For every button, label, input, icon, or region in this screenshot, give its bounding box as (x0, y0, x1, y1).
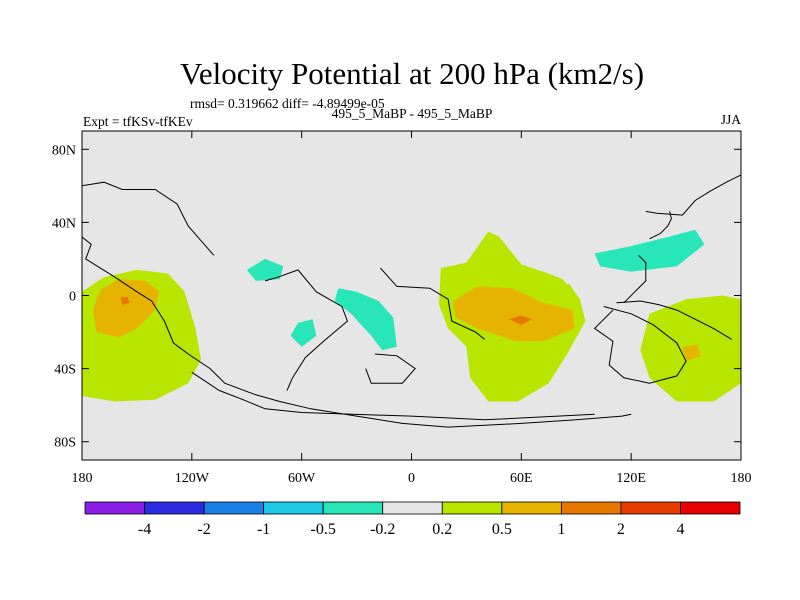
coast-asia-south (623, 254, 647, 304)
coast-antarctic-inner (191, 371, 595, 421)
contour-positive-west-pacific-core (93, 279, 159, 338)
colorbar-swatch (84, 501, 145, 515)
coast-north-america (81, 181, 215, 256)
case-label: 495_5_MaBP - 495_5_MaBP (332, 106, 493, 121)
coast-west-pacific (81, 236, 632, 428)
contour-negative-atlantic-core (334, 288, 397, 351)
coastlines (81, 174, 742, 428)
contour-positive-indian-ocean-core (453, 286, 575, 342)
coast-south-america (264, 269, 348, 391)
x-tick-label: 180 (731, 471, 752, 486)
colorbar-label: -2 (197, 521, 210, 538)
colorbar-label: 1 (557, 521, 565, 538)
colorbar-label: -0.5 (311, 521, 336, 538)
y-tick-label: 40N (52, 216, 76, 231)
contour-negative-asia-core (594, 229, 705, 272)
x-tick-label: 120W (175, 471, 210, 486)
axis-ticks: 180 120W 60W 0 60E 120E 180 80N 40N 0 40S 80S (52, 131, 752, 486)
coast-japan (649, 211, 672, 240)
y-tick-label: 0 (69, 290, 76, 305)
x-tick-label: 0 (408, 471, 415, 486)
contour-positive-south-pacific-core (682, 344, 701, 362)
coast-far-east (645, 174, 742, 216)
x-tick-label: 60W (288, 471, 316, 486)
colorbar-swatch (680, 501, 741, 515)
x-tick-label: 180 (72, 471, 93, 486)
x-tick-label: 60E (510, 471, 533, 486)
colorbar-label: 2 (617, 521, 625, 538)
y-tick-label: 80N (52, 143, 76, 158)
contour-fields (82, 189, 741, 402)
colorbar-swatch (203, 501, 265, 515)
colorbar-swatch (144, 501, 205, 515)
season-label: JJA (721, 112, 742, 127)
coast-antarctic-island (365, 353, 416, 384)
coast-asia-east (593, 306, 687, 384)
y-tick-label: 40S (54, 363, 76, 378)
coast-indonesia (616, 300, 733, 340)
x-tick-label: 120E (616, 471, 646, 486)
experiment-label: Expt = tfKSv-tfKEv (83, 114, 193, 129)
colorbar-swatch (382, 501, 443, 515)
colorbar-swatch (441, 501, 503, 515)
contour-neutral-gap-north-atlantic (307, 262, 352, 281)
coast-atlantic-islands (380, 267, 486, 340)
colorbar-swatch (560, 501, 622, 515)
y-tick-label: 80S (54, 436, 76, 451)
colorbar-label: 4 (676, 521, 684, 538)
contour-negative-americas-core-north (246, 258, 284, 281)
chart-title: Velocity Potential at 200 hPa (km2/s) (180, 56, 644, 91)
colorbar-label: -1 (257, 521, 270, 538)
colorbar-label: 0.2 (432, 521, 452, 538)
contour-positive-indian-ocean-max (508, 315, 533, 325)
colorbar-swatch (501, 501, 562, 515)
rmsd-diff-label: rmsd= 0.319662 diff= -4.89499e-05 (190, 96, 385, 111)
colorbar-swatch (263, 501, 324, 515)
contour-negative-south-america-core (290, 319, 317, 347)
contour-positive-west-pacific-max (120, 297, 130, 305)
colorbar-swatch (620, 501, 681, 515)
colorbar-label: -4 (138, 521, 151, 538)
colorbar-swatch (322, 501, 384, 515)
colorbar-label: 0.5 (492, 521, 512, 538)
colorbar: -4 -2 -1 -0.5 -0.2 0.2 0.5 1 2 4 (84, 501, 741, 538)
contour-negative-north-pacific-west (82, 204, 137, 263)
map-plot-area: 180 120W 60W 0 60E 120E 180 80N 40N 0 40S 80S (52, 130, 752, 486)
colorbar-label: -0.2 (370, 521, 395, 538)
